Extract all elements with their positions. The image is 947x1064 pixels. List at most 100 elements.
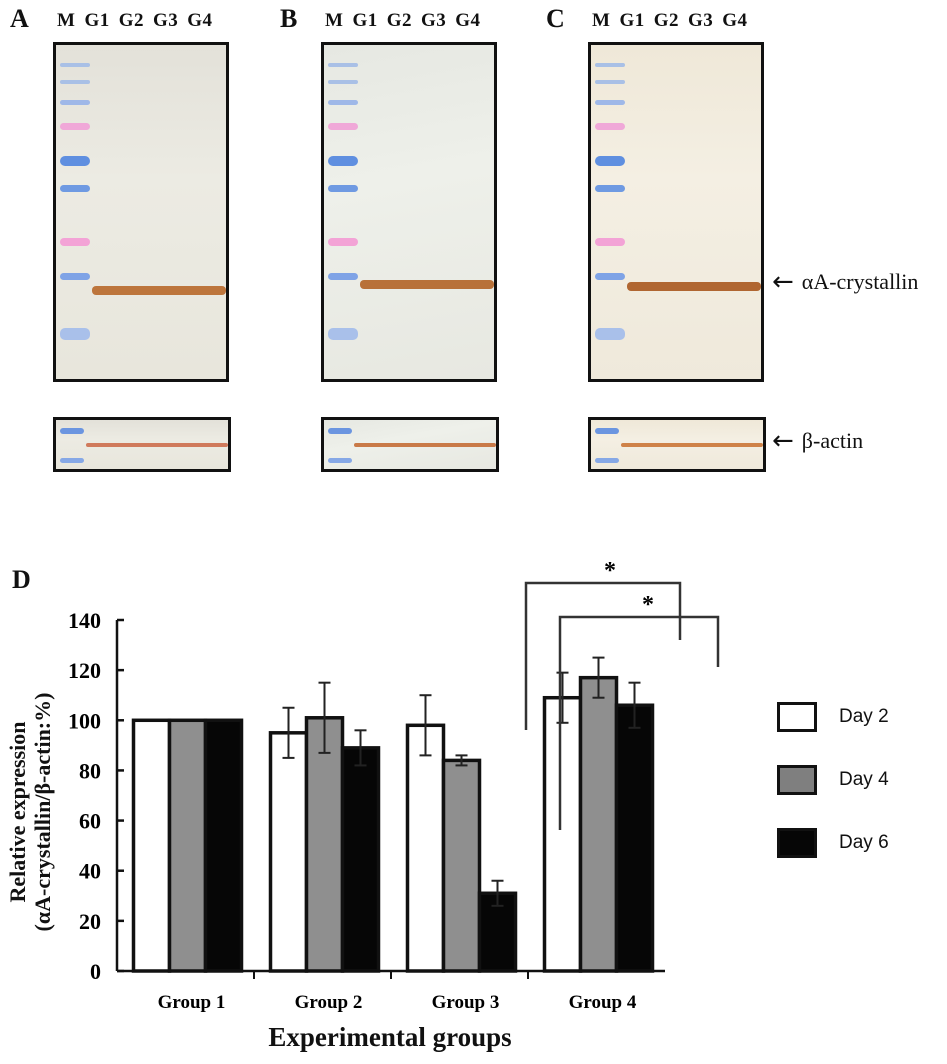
bar (441, 758, 482, 973)
bar (542, 695, 583, 973)
y-tick-label: 20 (79, 909, 101, 934)
marker-band (328, 63, 358, 67)
marker-band (328, 156, 358, 166)
lane-label: G2 (118, 10, 144, 31)
legend-label: Day 4 (839, 769, 889, 790)
beta-actin-blot (588, 417, 766, 472)
lane-label: M (592, 10, 611, 31)
legend-item: Day 6 (777, 828, 889, 858)
marker-band (595, 328, 625, 340)
marker-band (595, 238, 625, 246)
marker-band (595, 428, 619, 434)
marker-band (60, 238, 90, 246)
legend-swatch (777, 702, 817, 732)
marker-band (595, 156, 625, 166)
x-axis-title: Experimental groups (268, 1022, 512, 1052)
y-axis-title-line1: Relative expression (5, 721, 30, 903)
marker-band (60, 458, 84, 463)
protein-band (621, 443, 763, 447)
bar (304, 716, 345, 973)
y-tick-label: 60 (79, 809, 101, 834)
marker-band (60, 273, 90, 280)
panel-letter-c: C (546, 4, 565, 33)
y-tick-label: 80 (79, 758, 101, 783)
target-protein-label: αA-crystallin (801, 269, 919, 294)
marker-band (328, 100, 358, 105)
protein-band (354, 443, 496, 447)
marker-band (328, 273, 358, 280)
chart-legend: Day 2 Day 4 Day 6 (777, 702, 889, 858)
alpha-a-crystallin-blot (53, 42, 229, 382)
alpha-a-crystallin-blot (588, 42, 764, 382)
x-tick-label: Group 3 (432, 992, 500, 1013)
bar (203, 718, 244, 973)
significance-bracket (558, 615, 720, 830)
y-axis-title-line2: (αA-crystallin/β-actin:%) (30, 692, 55, 932)
lane-label: M (57, 10, 76, 31)
lane-label: G3 (688, 10, 714, 31)
protein-band (86, 443, 228, 447)
marker-band (595, 458, 619, 463)
left-arrow-icon: ← (772, 267, 794, 297)
panel-letter-d: D (12, 565, 31, 594)
protein-band (360, 280, 494, 289)
y-tick-label: 120 (68, 658, 101, 683)
marker-band (595, 185, 625, 192)
marker-band (328, 80, 358, 84)
y-tick-label: 100 (68, 708, 101, 733)
bar (131, 718, 172, 973)
control-protein-label: β-actin (801, 428, 864, 453)
lane-label: G1 (84, 10, 110, 31)
marker-band (328, 428, 352, 434)
legend-swatch (777, 828, 817, 858)
lane-label: G3 (421, 10, 447, 31)
lane-labels: M G1 G2 G3 G4 (325, 10, 490, 32)
marker-band (328, 458, 352, 463)
x-tick-label: Group 4 (569, 992, 637, 1013)
beta-actin-label: ← β-actin (772, 428, 863, 454)
y-tick-label: 0 (90, 959, 101, 984)
x-tick-label: Group 2 (295, 992, 363, 1013)
lane-label: G2 (653, 10, 679, 31)
marker-band (595, 100, 625, 105)
y-axis-title: Relative expression (αA-crystallin/β-act… (5, 622, 55, 1002)
lane-label: G1 (352, 10, 378, 31)
marker-band (60, 156, 90, 166)
bar (578, 675, 619, 973)
legend-item: Day 4 (777, 765, 889, 795)
panel-letter-a: A (10, 4, 29, 33)
lane-label: G3 (153, 10, 179, 31)
alpha-a-crystallin-blot (321, 42, 497, 382)
marker-band (60, 80, 90, 84)
marker-band (60, 328, 90, 340)
marker-band (328, 185, 358, 192)
marker-band (595, 273, 625, 280)
y-tick-label: 40 (79, 859, 101, 884)
marker-band (328, 328, 358, 340)
legend-item: Day 2 (777, 702, 889, 732)
marker-band (595, 123, 625, 130)
panel-letter-b: B (280, 4, 298, 33)
marker-band (60, 428, 84, 434)
lane-label: G1 (619, 10, 645, 31)
bar (614, 703, 655, 973)
legend-swatch (777, 765, 817, 795)
significance-star: * (604, 558, 616, 584)
marker-band (328, 123, 358, 130)
marker-band (60, 63, 90, 67)
protein-band (92, 286, 226, 295)
lane-labels: M G1 G2 G3 G4 (592, 10, 757, 32)
lane-label: G4 (722, 10, 748, 31)
significance-bracket (524, 581, 682, 730)
y-tick-label: 140 (68, 608, 101, 633)
alpha-a-crystallin-label: ← αA-crystallin (772, 269, 918, 295)
legend-label: Day 2 (839, 706, 889, 727)
bar (340, 746, 381, 973)
left-arrow-icon: ← (772, 426, 794, 456)
marker-band (60, 185, 90, 192)
lane-label: G4 (187, 10, 213, 31)
legend-label: Day 6 (839, 832, 889, 853)
lane-label: M (325, 10, 344, 31)
beta-actin-blot (53, 417, 231, 472)
